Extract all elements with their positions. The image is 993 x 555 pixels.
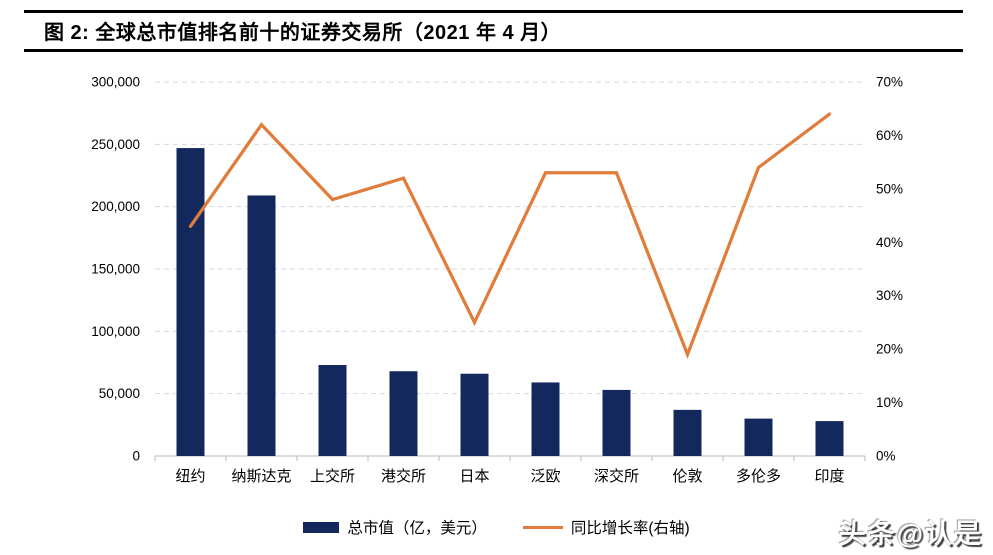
x-category-label-4: 日本 [459,468,489,485]
bar-4 [460,373,489,456]
figure-title: 图 2: 全球总市值排名前十的证券交易所（2021 年 4 月） [44,22,562,44]
bar-0 [176,148,205,456]
x-category-label-9: 印度 [814,468,844,485]
line-series-label: 同比增长率(右轴) [570,520,690,537]
x-category-label-3: 港交所 [381,467,426,485]
title-bottom-rule [24,49,963,52]
watermark: 头条@认是 [838,519,983,549]
bar-9 [815,421,844,456]
right-axis-tick-label: 10% [876,395,903,410]
x-category-label-2: 上交所 [310,467,355,485]
right-axis-tick-label: 50% [876,181,903,196]
bar-2 [318,364,347,456]
right-axis-tick-label: 0% [876,449,896,464]
right-axis-tick-label: 40% [876,235,903,250]
legend-item-growth: 同比增长率(右轴) [522,516,690,538]
bar-series-swatch [303,521,340,533]
x-category-label-8: 多伦多 [736,468,781,485]
x-category-label-5: 泛欧 [530,468,560,485]
left-axis-tick-label: 200,000 [91,199,140,214]
left-axis-tick-label: 250,000 [91,137,140,152]
bar-3 [389,371,418,456]
x-category-label-1: 纳斯达克 [231,468,291,485]
right-axis-tick-label: 30% [876,288,903,303]
left-axis-tick-label: 0 [132,449,140,464]
left-axis-tick-label: 100,000 [91,324,140,339]
bar-1 [247,195,276,457]
x-category-label-7: 伦敦 [672,468,702,485]
right-axis-tick-label: 70% [876,75,903,90]
left-axis-tick-label: 50,000 [99,386,140,401]
bar-7 [673,409,702,456]
right-axis-tick-label: 20% [876,342,903,357]
x-category-label-6: 深交所 [594,467,639,485]
line-series-swatch [522,525,563,529]
left-axis-tick-label: 150,000 [91,262,140,277]
title-top-rule [24,10,963,13]
growth-line [188,112,832,360]
bar-6 [602,389,631,456]
legend-item-marketcap: 总市值（亿，美元） [303,516,487,538]
chart-legend: 总市值（亿，美元） 同比增长率(右轴) [0,516,993,538]
bar-8 [744,418,773,456]
left-axis-tick-label: 300,000 [91,75,140,90]
x-category-label-0: 纽约 [175,468,205,485]
bar-series-label: 总市值（亿，美元） [347,520,487,537]
bar-5 [531,382,560,456]
right-axis-tick-label: 60% [876,128,903,143]
